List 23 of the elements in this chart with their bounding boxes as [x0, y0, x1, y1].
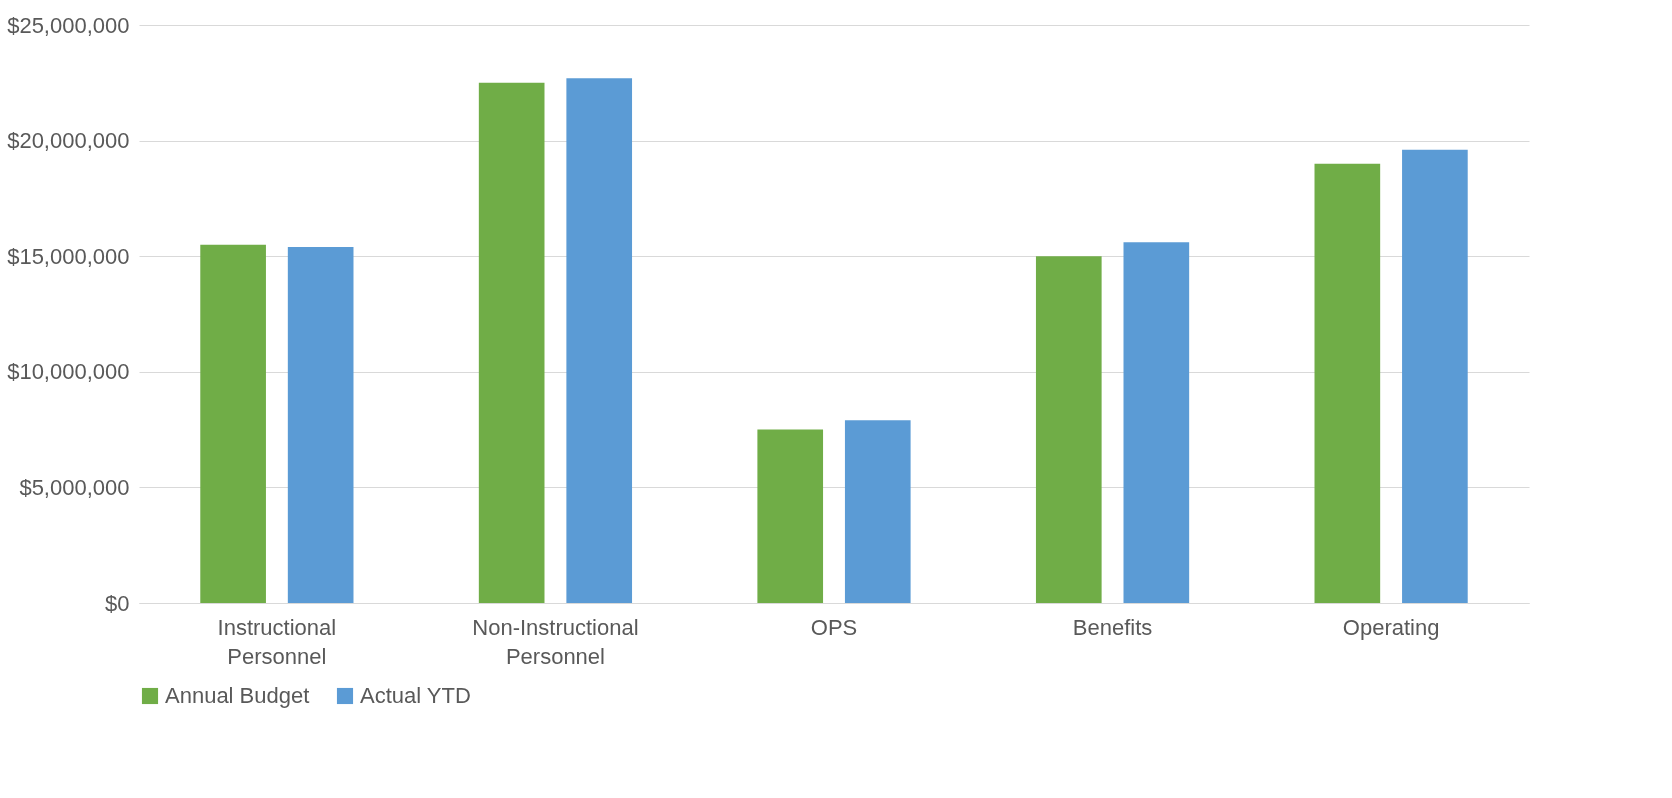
- y-tick-label: $5,000,000: [19, 474, 130, 500]
- y-tick-label: $25,000,000: [7, 12, 130, 38]
- bar: [287, 246, 354, 603]
- bar: [200, 244, 266, 603]
- y-tick-label: $20,000,000: [7, 128, 130, 154]
- x-tick-label: Operating: [1342, 614, 1440, 640]
- legend-label: Actual YTD: [360, 683, 471, 708]
- legend-label: Annual Budget: [165, 683, 310, 708]
- x-tick-label: Benefits: [1072, 614, 1153, 640]
- bar: [478, 82, 545, 603]
- y-tick-label: $15,000,000: [7, 243, 130, 269]
- bar: [1123, 242, 1190, 603]
- bar: [1314, 163, 1381, 603]
- bar: [1035, 256, 1102, 603]
- bar: [844, 420, 911, 603]
- x-tick-label: Non-Instructional Personnel: [472, 614, 639, 669]
- x-tick-label: OPS: [810, 614, 858, 640]
- y-tick-label: $10,000,000: [7, 359, 130, 385]
- bar: [757, 429, 824, 603]
- y-tick-label: $0: [105, 590, 130, 616]
- bar: [1402, 149, 1468, 603]
- x-tick-label: Instructional Personnel: [217, 614, 337, 669]
- bar: [566, 78, 633, 603]
